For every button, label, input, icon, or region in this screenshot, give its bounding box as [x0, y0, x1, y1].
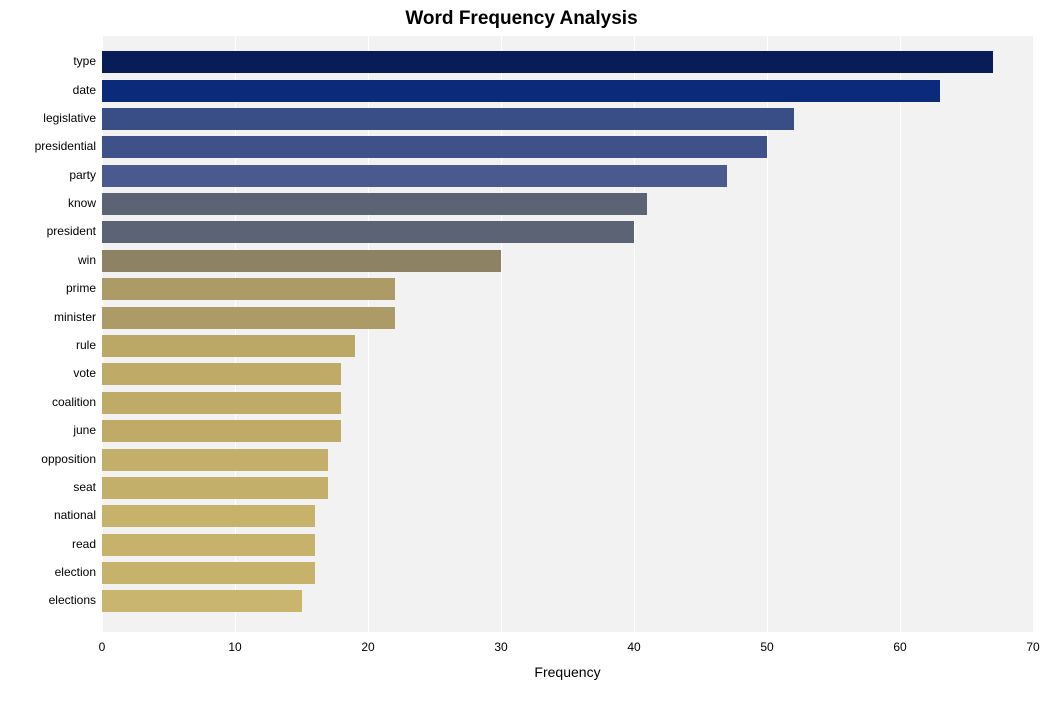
grid-line	[1033, 36, 1034, 632]
y-tick-label: party	[69, 168, 96, 182]
bar	[102, 250, 501, 272]
y-tick-label: elections	[49, 593, 96, 607]
y-tick-label: minister	[54, 310, 96, 324]
x-axis-title: Frequency	[102, 664, 1033, 680]
x-tick-label: 10	[228, 640, 241, 654]
bar	[102, 51, 993, 73]
y-tick-label: read	[72, 537, 96, 551]
y-tick-label: coalition	[52, 395, 96, 409]
word-frequency-chart: Word Frequency Analysis Frequency 0 10 20 3…	[0, 0, 1043, 701]
x-tick-label: 50	[760, 640, 773, 654]
bar	[102, 420, 341, 442]
bar	[102, 221, 634, 243]
y-tick-label: national	[54, 508, 96, 522]
x-tick-label: 40	[627, 640, 640, 654]
x-tick-label: 60	[893, 640, 906, 654]
y-tick-label: type	[73, 54, 96, 68]
bar	[102, 590, 302, 612]
y-tick-label: presidential	[35, 139, 96, 153]
grid-line	[900, 36, 901, 632]
bar	[102, 392, 341, 414]
chart-title: Word Frequency Analysis	[0, 8, 1043, 30]
bar	[102, 136, 767, 158]
x-tick-label: 70	[1026, 640, 1039, 654]
y-tick-label: vote	[73, 366, 96, 380]
bar	[102, 335, 355, 357]
bar	[102, 80, 940, 102]
y-tick-label: legislative	[43, 111, 96, 125]
y-tick-label: prime	[66, 281, 96, 295]
y-tick-label: june	[73, 423, 96, 437]
bar	[102, 505, 315, 527]
bar	[102, 278, 395, 300]
bar	[102, 193, 647, 215]
x-tick-label: 0	[99, 640, 106, 654]
x-tick-label: 30	[494, 640, 507, 654]
bar	[102, 307, 395, 329]
y-tick-label: rule	[76, 338, 96, 352]
bar	[102, 363, 341, 385]
y-tick-label: opposition	[41, 452, 96, 466]
y-tick-label: win	[78, 253, 96, 267]
y-tick-label: seat	[73, 480, 96, 494]
bar	[102, 165, 727, 187]
y-tick-label: president	[47, 224, 96, 238]
bar	[102, 449, 328, 471]
y-tick-label: date	[73, 83, 96, 97]
y-tick-label: know	[68, 196, 96, 210]
bar	[102, 562, 315, 584]
bar	[102, 108, 794, 130]
bar	[102, 534, 315, 556]
plot-area	[102, 36, 1033, 632]
x-tick-label: 20	[361, 640, 374, 654]
bar	[102, 477, 328, 499]
y-tick-label: election	[55, 565, 96, 579]
